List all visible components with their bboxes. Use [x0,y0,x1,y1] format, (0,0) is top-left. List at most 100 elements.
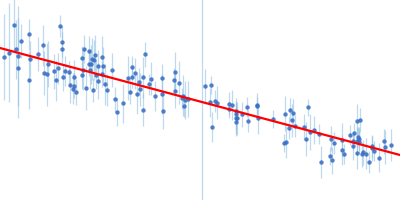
Point [371,150,378,153]
Point [79,57,85,60]
Point [90,88,96,91]
Point [128,75,135,78]
Point [136,80,142,83]
Point [180,105,187,108]
Point [89,57,95,60]
Point [356,140,362,144]
Point [55,66,61,70]
Point [209,125,215,129]
Point [59,40,65,43]
Point [172,89,178,93]
Point [124,76,131,79]
Point [365,161,372,164]
Point [283,140,289,144]
Point [93,73,100,77]
Point [140,108,146,111]
Point [60,76,66,79]
Point [339,149,345,152]
Point [92,54,98,57]
Point [358,153,365,156]
Point [354,151,360,154]
Point [132,72,138,75]
Point [44,72,50,76]
Point [26,78,32,81]
Point [229,104,236,107]
Point [233,117,240,120]
Point [86,62,92,66]
Point [71,75,77,78]
Point [14,66,21,69]
Point [280,142,287,145]
Point [354,135,361,138]
Point [41,71,47,75]
Point [51,70,58,73]
Point [356,137,362,140]
Point [104,88,110,92]
Point [178,96,185,100]
Point [67,83,74,86]
Point [360,151,366,154]
Point [232,109,239,113]
Point [311,128,318,131]
Point [350,139,356,143]
Point [226,102,233,105]
Point [86,50,92,53]
Point [381,140,388,143]
Point [180,94,186,97]
Point [375,156,382,159]
Point [62,69,68,73]
Point [102,83,108,86]
Point [303,137,310,141]
Point [129,66,136,69]
Point [185,98,191,101]
Point [282,112,288,115]
Point [357,118,363,121]
Point [145,83,152,86]
Point [142,53,148,56]
Point [137,88,143,91]
Point [286,126,292,129]
Point [88,63,94,66]
Point [232,120,239,123]
Point [81,47,87,50]
Point [254,104,260,107]
Point [305,106,311,109]
Point [95,80,102,83]
Point [95,65,101,68]
Point [35,52,41,56]
Point [182,98,189,102]
Point [11,23,17,27]
Point [53,79,59,82]
Point [306,130,313,133]
Point [120,102,126,105]
Point [341,152,347,155]
Point [347,133,353,136]
Point [233,117,240,120]
Point [369,145,375,148]
Point [327,137,334,140]
Point [287,108,293,111]
Point [57,25,64,28]
Point [245,119,252,122]
Point [292,125,298,128]
Point [233,112,240,115]
Point [99,56,106,59]
Point [202,85,208,88]
Point [158,77,165,80]
Point [212,99,218,103]
Point [99,72,106,76]
Point [316,133,322,136]
Point [330,141,337,145]
Point [114,110,120,114]
Point [99,64,106,68]
Point [83,86,90,90]
Point [140,76,147,79]
Point [269,117,276,121]
Point [1,55,8,59]
Point [18,39,24,42]
Point [351,131,357,135]
Point [80,69,87,72]
Point [26,33,32,36]
Point [26,58,33,61]
Point [363,152,370,155]
